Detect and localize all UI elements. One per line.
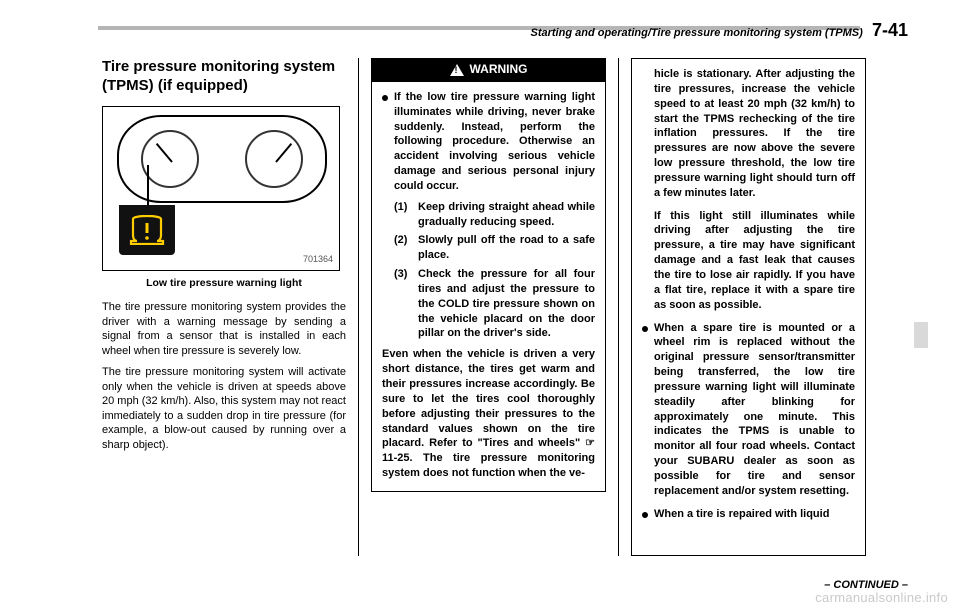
warning-header: WARNING (371, 58, 606, 82)
continued-paragraph: If this light still illuminates while dr… (654, 209, 855, 313)
warning-step: (2) Slowly pull off the road to a safe p… (394, 233, 595, 263)
warning-bullet: When a tire is repaired with liquid (642, 507, 855, 522)
step-text: Keep driving straight ahead while gradua… (418, 200, 595, 230)
bullet-dot-icon (642, 326, 648, 332)
header-breadcrumb: Starting and operating/Tire pressure mon… (531, 20, 909, 41)
bullet-dot-icon (642, 512, 648, 518)
callout-line (147, 165, 149, 205)
dashboard-figure: 701364 (102, 106, 340, 271)
warning-step: (3) Check the pressure for all four tire… (394, 267, 595, 341)
watermark: carmanualsonline.info (815, 590, 948, 605)
warning-bullet: When a spare tire is mounted or a wheel … (642, 321, 855, 499)
section-tab-indicator (914, 322, 928, 348)
warning-triangle-icon (450, 64, 464, 76)
paragraph: The tire pressure monitoring system prov… (102, 300, 346, 358)
gauge-right (245, 130, 303, 188)
bullet-text: When a tire is repaired with liquid (654, 507, 829, 522)
warning-label: WARNING (470, 62, 528, 78)
step-text: Slowly pull off the road to a safe place… (418, 233, 595, 263)
bullet-dot-icon (382, 95, 388, 101)
step-text: Check the pressure for all four tires an… (418, 267, 595, 341)
tpms-warning-icon (129, 215, 165, 245)
warning-box: If the low tire pressure warning light i… (371, 82, 606, 492)
warning-step: (1) Keep driving straight ahead while gr… (394, 200, 595, 230)
section-title: Tire pressure monitoring system (TPMS) (… (102, 58, 346, 96)
step-number: (1) (394, 200, 414, 230)
figure-caption: Low tire pressure warning light (102, 277, 346, 291)
warning-bullet: If the low tire pressure warning light i… (382, 90, 595, 194)
column-3: hicle is stationary. After adjusting the… (618, 58, 870, 556)
callout-box (119, 205, 175, 255)
paragraph: The tire pressure monitoring system will… (102, 365, 346, 452)
warning-box-continued: hicle is stationary. After adjusting the… (631, 58, 866, 556)
figure-number: 701364 (303, 254, 333, 266)
bullet-text: When a spare tire is mounted or a wheel … (654, 321, 855, 499)
continued-paragraph: hicle is stationary. After adjusting the… (654, 67, 855, 201)
step-number: (2) (394, 233, 414, 263)
bullet-text: If the low tire pressure warning light i… (394, 90, 595, 194)
column-1: Tire pressure monitoring system (TPMS) (… (98, 58, 350, 556)
warning-subparagraph: Even when the vehicle is driven a very s… (382, 347, 595, 481)
gauge-left (141, 130, 199, 188)
page-number: 7-41 (872, 20, 908, 40)
content-columns: Tire pressure monitoring system (TPMS) (… (98, 58, 870, 556)
step-number: (3) (394, 267, 414, 341)
column-2: WARNING If the low tire pressure warning… (358, 58, 610, 556)
breadcrumb-text: Starting and operating/Tire pressure mon… (531, 27, 863, 39)
